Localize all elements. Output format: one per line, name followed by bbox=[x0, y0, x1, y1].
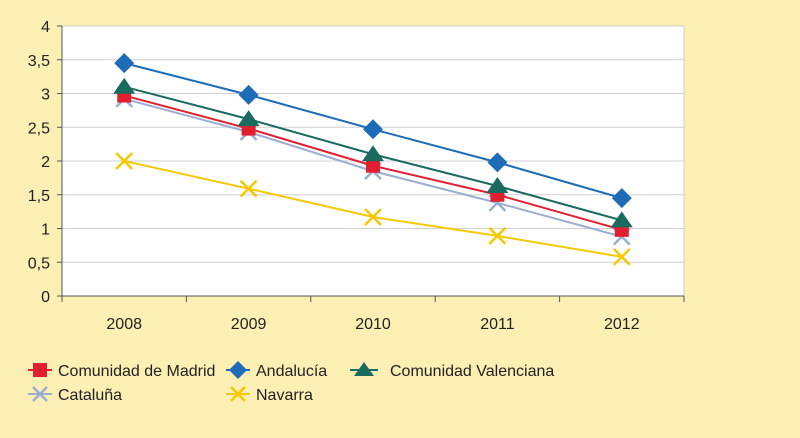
series-andaluc-a bbox=[114, 53, 632, 209]
y-tick-label: 0 bbox=[41, 289, 50, 306]
gridlines bbox=[62, 25, 685, 296]
series-navarra bbox=[115, 152, 631, 266]
y-tick-label: 2,5 bbox=[28, 120, 50, 137]
data-point-triangle bbox=[486, 176, 509, 193]
y-tick-label: 4 bbox=[41, 19, 50, 36]
legend-label-valenciana: Comunidad Valenciana bbox=[390, 363, 554, 380]
x-tick-label: 2012 bbox=[604, 316, 640, 333]
legend-square-marker bbox=[33, 363, 47, 377]
y-tick-label: 3 bbox=[41, 87, 50, 104]
legend-x-marker bbox=[32, 386, 48, 402]
legend-item-navarra: Navarra bbox=[226, 386, 313, 404]
data-point-x bbox=[364, 208, 382, 226]
data-point-triangle bbox=[113, 77, 136, 94]
legend-triangle-marker bbox=[354, 362, 374, 376]
x-axis-ticks: 2008 2009 2010 2011 2012 bbox=[61, 296, 685, 333]
x-tick-label: 2011 bbox=[480, 316, 515, 333]
series-layer bbox=[113, 53, 633, 266]
legend-item-cataluna: Cataluña bbox=[28, 386, 122, 404]
data-point-diamond bbox=[363, 119, 383, 140]
data-point-diamond bbox=[114, 53, 135, 74]
y-tick-label: 3,5 bbox=[28, 53, 50, 70]
data-point-triangle bbox=[610, 211, 633, 228]
legend: Comunidad de Madrid Andalucía Comunidad … bbox=[28, 361, 554, 404]
data-point-diamond bbox=[487, 152, 508, 173]
data-point-diamond bbox=[611, 188, 632, 209]
data-point-triangle bbox=[237, 110, 260, 127]
legend-item-valenciana: Comunidad Valenciana bbox=[350, 362, 554, 380]
legend-diamond-marker bbox=[229, 361, 247, 379]
y-tick-label: 1 bbox=[41, 222, 50, 239]
y-axis-ticks: 0 0,5 1 1,5 2 2,5 3 3,5 4 bbox=[28, 19, 62, 306]
data-point-square bbox=[366, 158, 380, 173]
legend-label-andalucia: Andalucía bbox=[256, 363, 327, 380]
series-comunidad-valenciana bbox=[113, 77, 633, 228]
data-point-x bbox=[239, 179, 258, 198]
legend-label-madrid: Comunidad de Madrid bbox=[58, 363, 215, 380]
x-tick-label: 2008 bbox=[106, 316, 142, 333]
legend-label-navarra: Navarra bbox=[256, 387, 313, 404]
data-point-x bbox=[488, 227, 507, 245]
y-tick-label: 1,5 bbox=[28, 188, 50, 205]
data-point-x bbox=[115, 152, 134, 170]
x-tick-label: 2009 bbox=[231, 316, 267, 333]
data-point-diamond bbox=[238, 84, 259, 105]
y-tick-label: 0,5 bbox=[28, 255, 50, 272]
legend-item-andalucia: Andalucía bbox=[226, 361, 327, 380]
x-tick-label: 2010 bbox=[355, 316, 391, 333]
data-point-x bbox=[612, 247, 631, 266]
legend-label-cataluna: Cataluña bbox=[58, 387, 122, 404]
legend-item-madrid: Comunidad de Madrid bbox=[28, 363, 215, 380]
data-point-triangle bbox=[362, 145, 384, 162]
legend-x-marker bbox=[230, 386, 246, 402]
y-tick-label: 2 bbox=[41, 154, 50, 171]
